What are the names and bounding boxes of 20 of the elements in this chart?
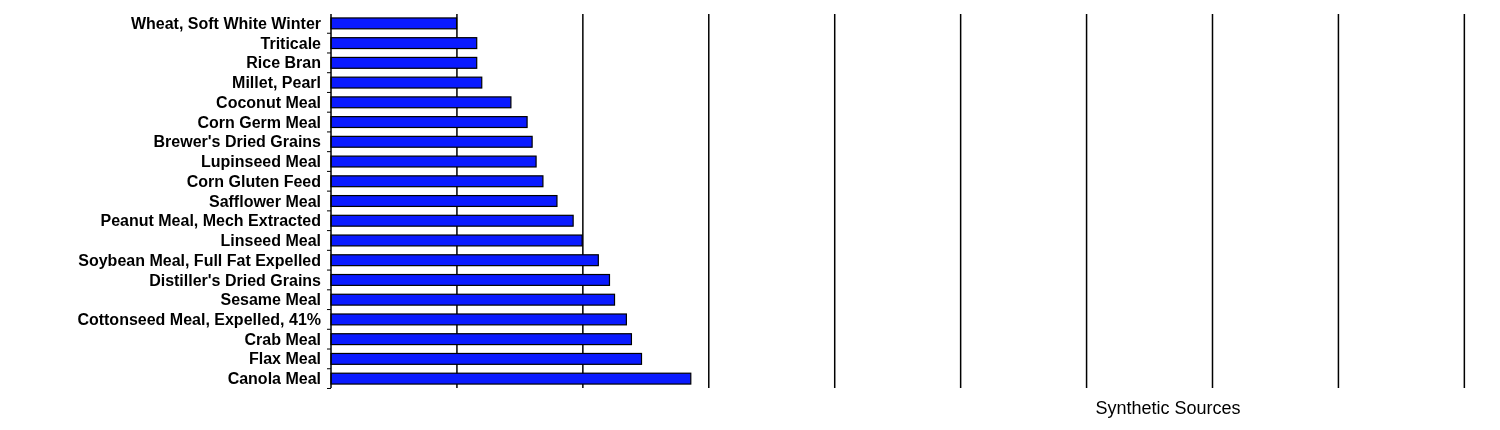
y-tick-label: Canola Meal — [227, 370, 321, 388]
y-tick-label: Millet, Pearl — [232, 74, 321, 92]
y-tick-label: Flax Meal — [248, 350, 321, 368]
y-tick-label: Sesame Meal — [220, 291, 321, 309]
y-tick-label: Rice Bran — [246, 54, 321, 72]
y-tick-label: Wheat, Soft White Winter — [130, 14, 321, 32]
text: Synthetic Sources — [1095, 398, 1241, 418]
y-tick-label: Linseed Meal — [220, 232, 321, 250]
y-tick-label: Corn Gluten Feed — [186, 172, 321, 190]
y-tick-label: Brewer's Dried Grains — [153, 133, 322, 151]
y-tick-label: Soybean Meal, Full Fat Expelled — [78, 251, 321, 269]
y-tick-label: Cottonseed Meal, Expelled, 41% — [77, 311, 321, 329]
y-tick-label: Safflower Meal — [208, 192, 321, 210]
y-tick-label: Corn Germ Meal — [197, 113, 321, 131]
y-tick-label: Peanut Meal, Mech Extracted — [100, 212, 321, 230]
y-tick-label: Distiller's Dried Grains — [149, 271, 322, 289]
y-tick-label: Lupinseed Meal — [200, 153, 321, 171]
y-tick-label: Triticale — [260, 34, 322, 52]
y-tick-label: Coconut Meal — [216, 93, 321, 111]
y-tick-label: Crab Meal — [244, 330, 321, 348]
